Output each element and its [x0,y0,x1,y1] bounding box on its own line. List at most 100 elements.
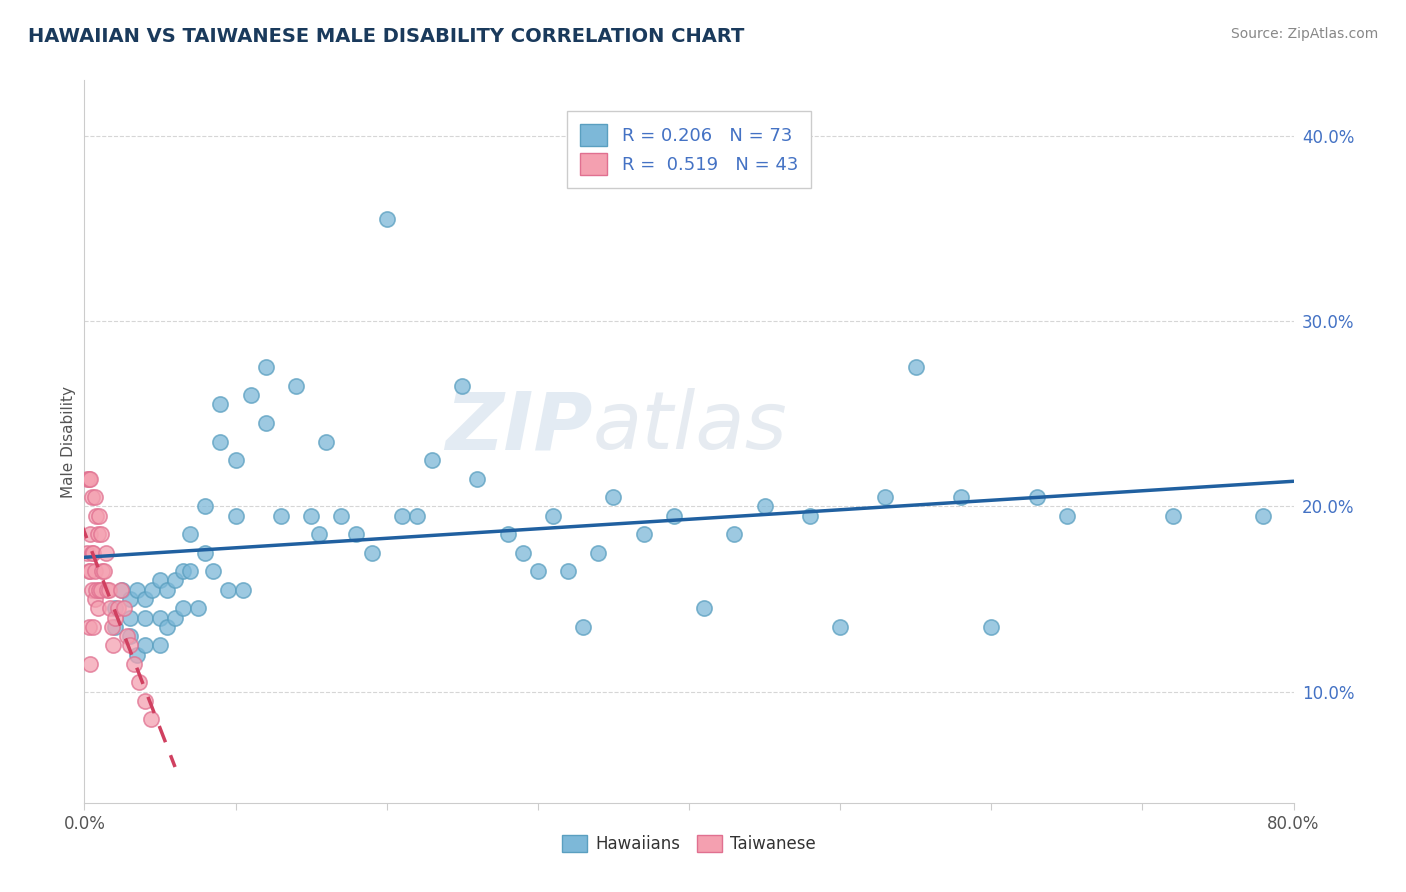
Text: atlas: atlas [592,388,787,467]
Point [86,508,108,523]
Point [84,564,107,578]
Point [87,527,110,541]
Point [80,546,103,560]
Point [693,601,716,615]
Point [86,582,108,597]
Point [1161,508,1184,523]
Point [360,546,382,560]
Point [172,601,194,615]
Point [79,472,101,486]
Point [77,472,100,486]
Point [225,508,247,523]
Point [270,508,292,523]
Point [467,472,489,486]
Point [79,564,101,578]
Point [496,527,519,541]
Point [80,582,103,597]
Point [904,360,927,375]
Point [122,657,145,671]
Point [254,416,277,430]
Point [375,212,398,227]
Point [285,379,308,393]
Point [588,546,610,560]
Point [602,490,624,504]
Point [149,610,172,624]
Point [104,620,127,634]
Point [91,564,114,578]
Point [77,564,100,578]
Point [139,713,162,727]
Point [225,453,247,467]
Point [346,527,368,541]
Point [165,574,187,588]
Point [156,582,179,597]
Point [420,453,443,467]
Point [156,620,179,634]
Point [76,546,98,560]
Point [93,564,115,578]
Point [84,490,107,504]
Point [299,508,322,523]
Point [1056,508,1078,523]
Point [209,434,232,449]
Point [512,546,534,560]
Point [76,472,98,486]
Point [527,564,550,578]
Point [79,527,101,541]
Point [149,574,172,588]
Point [830,620,852,634]
Point [82,546,104,560]
Point [308,527,330,541]
Point [149,638,172,652]
Point [330,508,353,523]
Point [111,582,134,597]
Text: Source: ZipAtlas.com: Source: ZipAtlas.com [1230,27,1378,41]
Point [104,601,127,615]
Point [134,638,156,652]
Point [541,508,564,523]
Text: ZIP: ZIP [444,388,592,467]
Point [127,648,149,662]
Point [662,508,685,523]
Point [194,500,217,514]
Point [134,592,156,607]
Point [723,527,745,541]
Legend: Hawaiians, Taiwanese: Hawaiians, Taiwanese [555,828,823,860]
Point [1025,490,1047,504]
Point [104,610,127,624]
Point [254,360,277,375]
Point [754,500,776,514]
Point [94,546,117,560]
Point [134,610,156,624]
Point [557,564,579,578]
Point [209,397,232,411]
Point [118,629,141,643]
Point [84,592,107,607]
Point [187,601,209,615]
Point [79,657,101,671]
Point [115,629,138,643]
Point [118,638,141,652]
Point [165,610,187,624]
Text: HAWAIIAN VS TAIWANESE MALE DISABILITY CORRELATION CHART: HAWAIIAN VS TAIWANESE MALE DISABILITY CO… [28,27,745,45]
Point [107,601,129,615]
Point [90,582,112,597]
Point [128,675,150,690]
Point [391,508,413,523]
Point [1253,508,1275,523]
Point [96,582,118,597]
Point [134,694,156,708]
Point [799,508,821,523]
Point [127,582,149,597]
Point [77,620,100,634]
Point [112,601,135,615]
Point [201,564,224,578]
Point [572,620,595,634]
Point [89,582,111,597]
Y-axis label: Male Disability: Male Disability [60,385,76,498]
Point [239,388,262,402]
Point [950,490,973,504]
Point [194,546,217,560]
Point [179,527,201,541]
Point [141,582,163,597]
